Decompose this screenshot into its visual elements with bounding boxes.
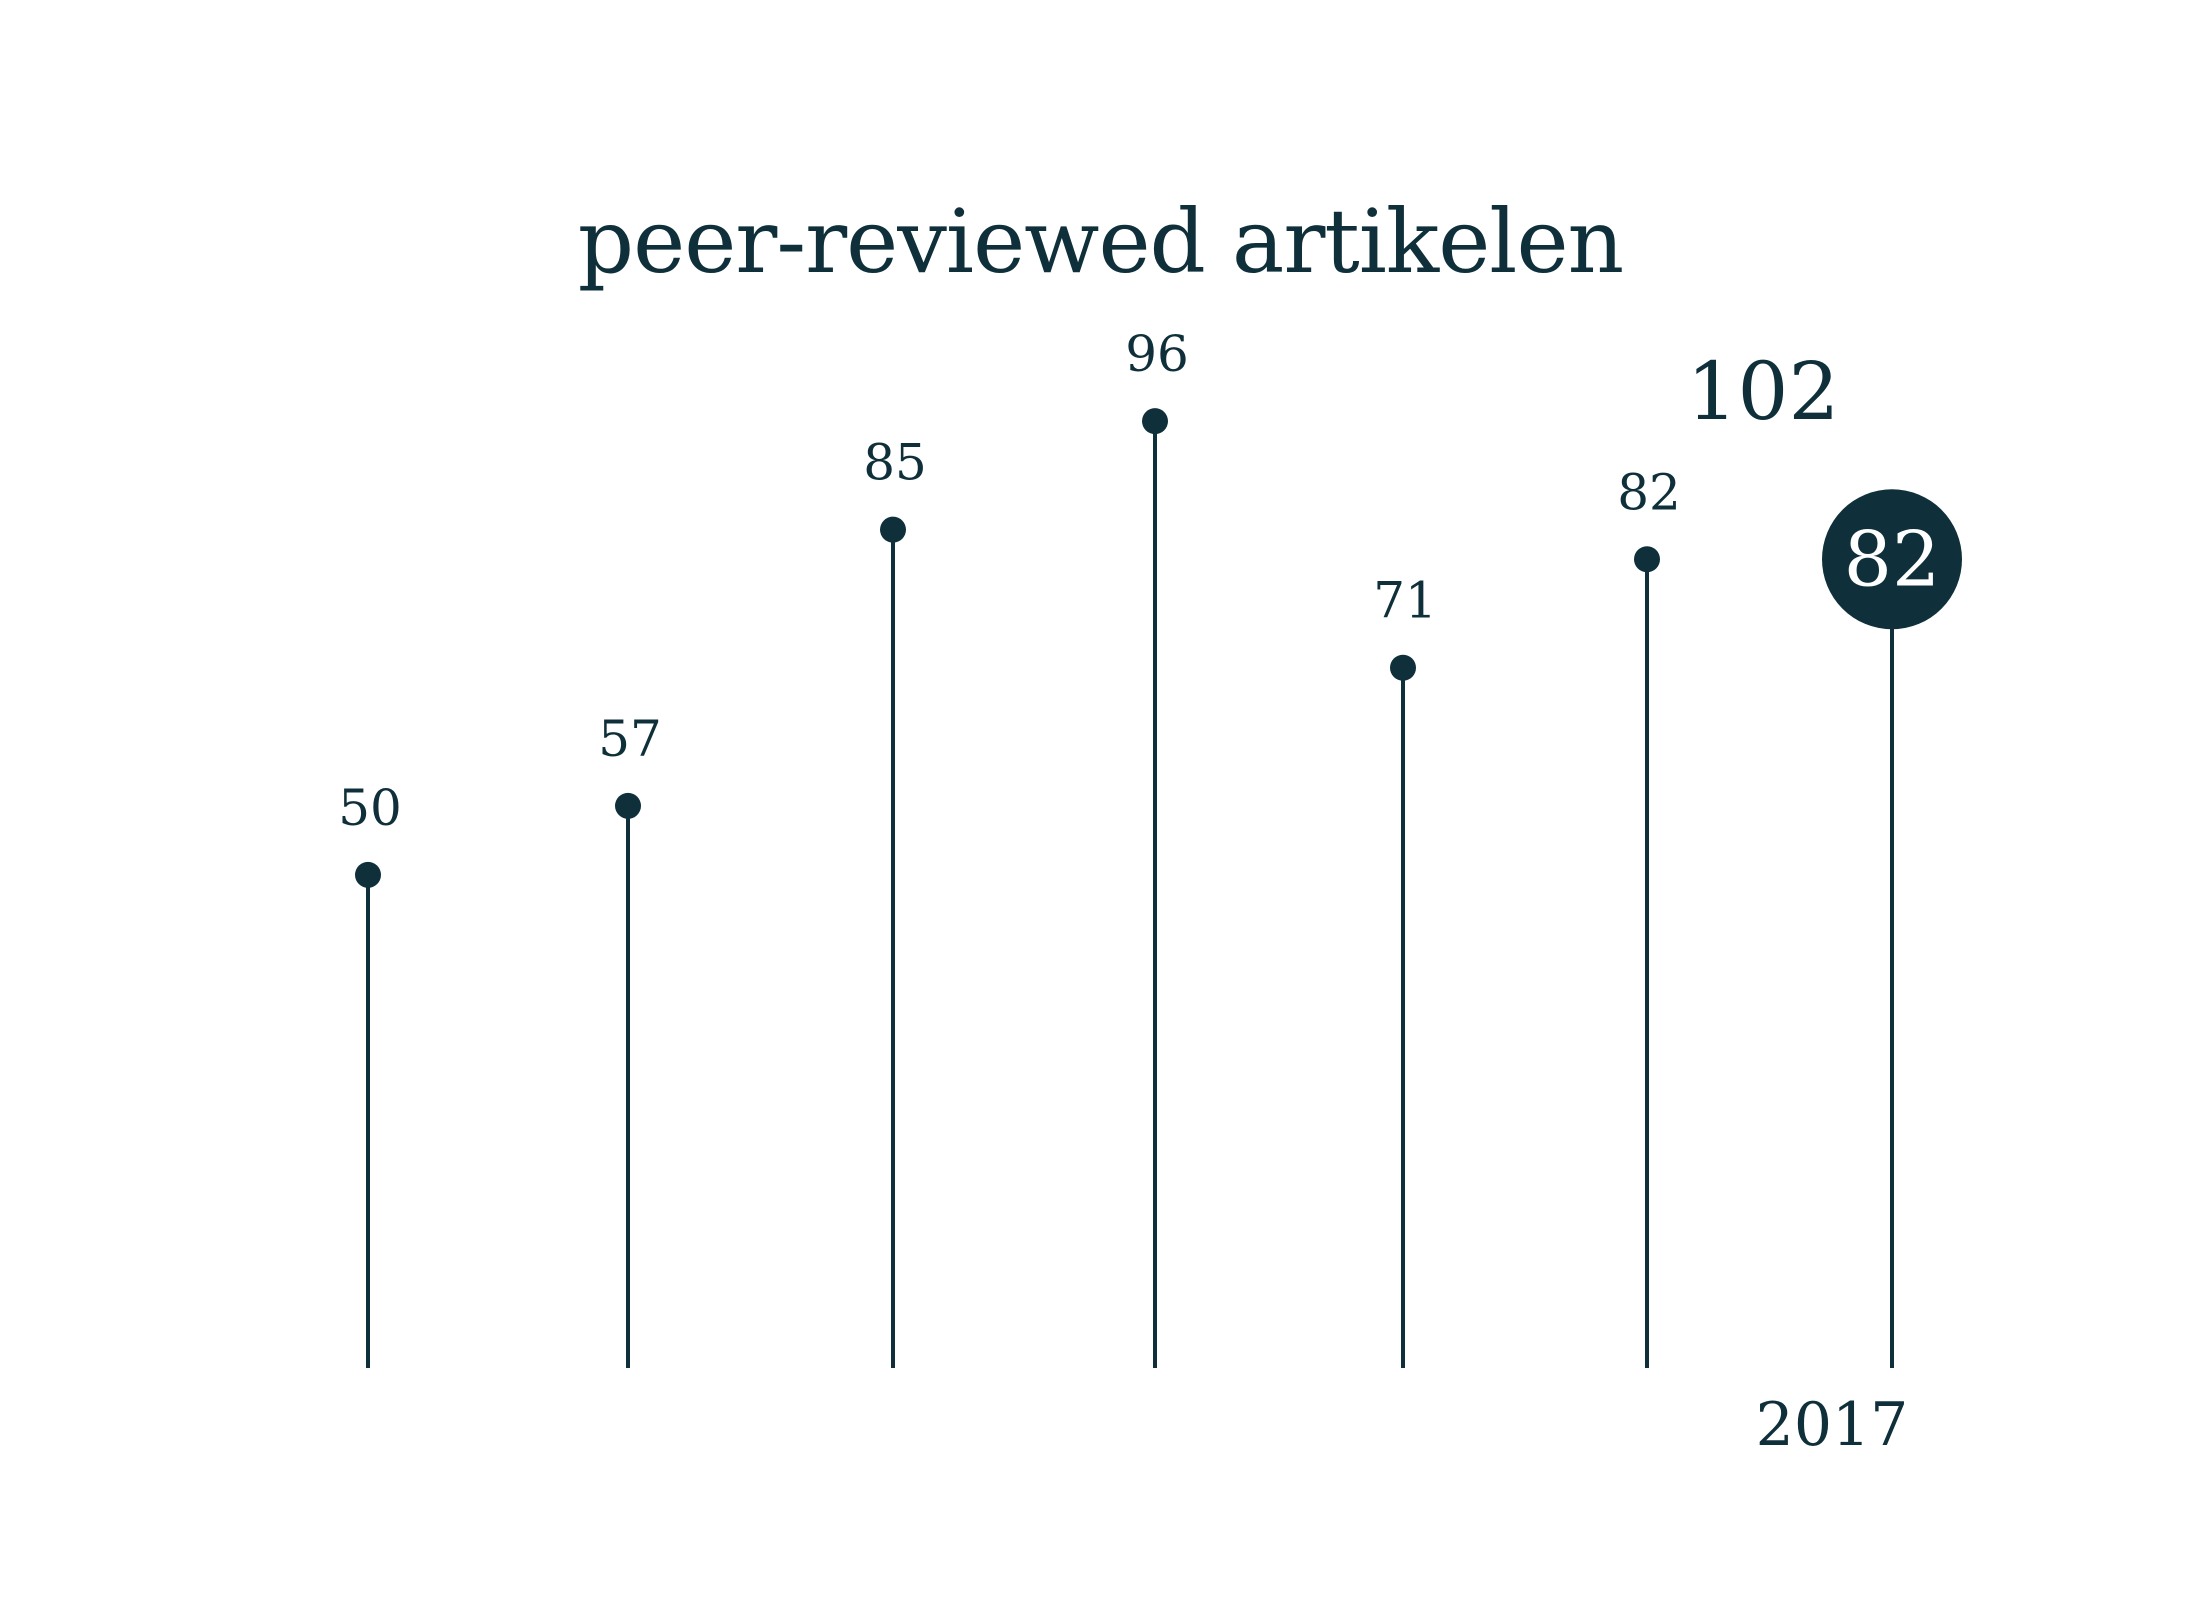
reference-value-label: 102	[1687, 345, 1840, 438]
value-label-0: 50	[338, 779, 402, 837]
value-label-1: 57	[598, 710, 662, 768]
chart-title: peer-reviewed artikelen	[577, 190, 1624, 293]
value-label-5: 82	[1617, 463, 1681, 521]
value-label-2: 85	[863, 434, 927, 492]
dot-4	[1390, 654, 1416, 681]
dot-2	[880, 516, 906, 543]
dot-1	[615, 792, 641, 819]
x-tick-label-6: 2017	[1756, 1390, 1909, 1460]
highlight-dot-6	[1822, 489, 1962, 630]
value-label-4: 71	[1373, 572, 1437, 630]
dot-5	[1634, 546, 1660, 573]
dot-0	[355, 861, 381, 888]
value-label-3: 96	[1125, 325, 1189, 383]
highlight-value-label: 82	[1844, 514, 1941, 603]
dot-3	[1142, 408, 1168, 435]
